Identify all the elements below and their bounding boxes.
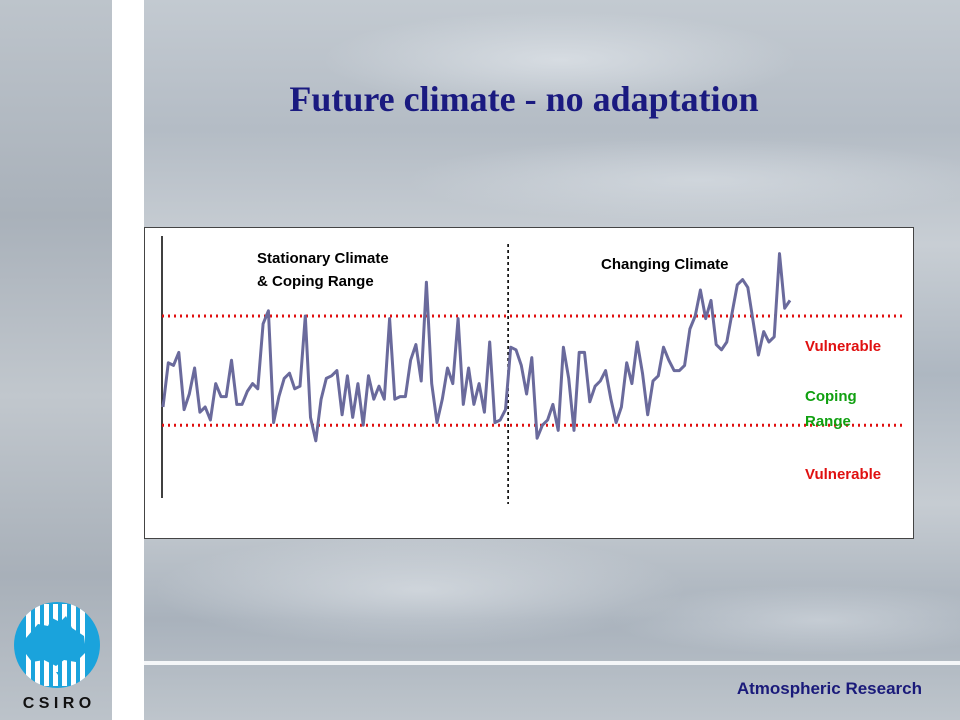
slide-title: Future climate - no adaptation	[289, 79, 759, 119]
footer-label: Atmospheric Research	[736, 679, 922, 698]
upper-vulnerable-label: Vulnerable	[805, 338, 881, 355]
left-band	[0, 0, 112, 720]
csiro-logo: C S I R O	[14, 602, 100, 712]
white-divider-bar	[112, 0, 144, 720]
lower-vulnerable-label: Vulnerable	[805, 466, 881, 483]
footer-divider	[144, 661, 960, 665]
climate-chart: Stationary Climate & Coping Range Changi…	[161, 236, 905, 504]
right-region-label: Changing Climate	[601, 256, 729, 273]
left-region-label-line1: Stationary Climate	[257, 250, 389, 267]
logo-text: C S I R O	[23, 695, 91, 712]
climate-series-line	[161, 252, 792, 443]
coping-label-line2: Range	[805, 413, 851, 430]
logo-stripes	[26, 604, 86, 686]
chart-panel: Stationary Climate & Coping Range Changi…	[144, 227, 914, 539]
coping-label-line1: Coping	[805, 388, 857, 405]
left-region-label-line2: & Coping Range	[257, 273, 374, 290]
